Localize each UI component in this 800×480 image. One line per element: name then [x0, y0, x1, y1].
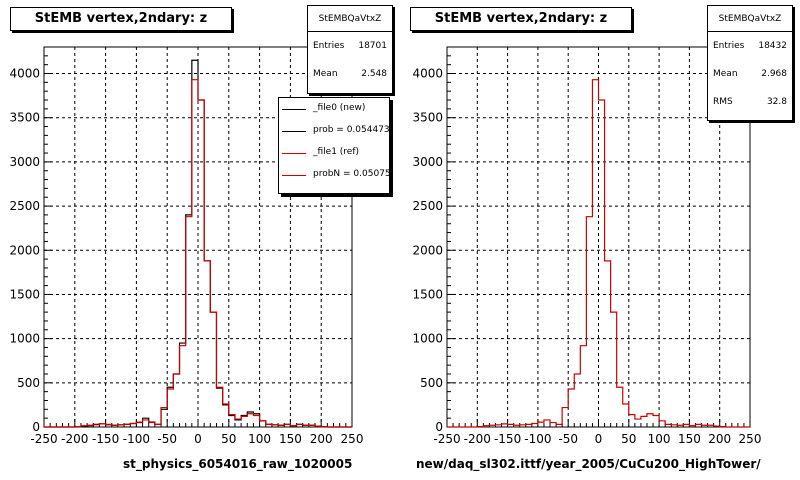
right-histogram-title: StEMB vertex,2ndary: z — [410, 7, 632, 31]
left-stats-mean-value: 2.548 — [361, 69, 387, 79]
x-tick-label: -150 — [92, 432, 119, 446]
legend-entry-file1: _file1 (ref) — [279, 142, 389, 164]
y-tick-label: 1000 — [412, 332, 443, 346]
x-tick-label: 50 — [221, 432, 236, 446]
right-stats-row-rms: RMS 32.8 — [708, 88, 792, 116]
x-tick-label: 0 — [595, 432, 603, 446]
right-histogram-pad: -250 -200 -150 -100 -50 0 50 100 150 200 250 0 500 10… — [400, 0, 800, 480]
y-tick-label: 2500 — [412, 199, 443, 213]
x-tick-label: 100 — [648, 432, 671, 446]
y-tick-label: 2000 — [9, 243, 40, 257]
y-tick-label: 3500 — [412, 111, 443, 125]
legend-swatch-file0 — [282, 109, 306, 110]
legend-label-prob: prob = 0.054473 — [313, 125, 390, 135]
y-tick-label: 3000 — [9, 155, 40, 169]
right-stats-mean-label: Mean — [713, 69, 738, 79]
y-tick-label: 0 — [32, 420, 40, 434]
right-stats-rms-label: RMS — [713, 97, 733, 107]
right-stats-entries-value: 18432 — [758, 41, 787, 51]
left-histogram-title: StEMB vertex,2ndary: z — [10, 7, 232, 31]
right-stats-mean-value: 2.968 — [761, 69, 787, 79]
legend-swatch-probn — [282, 175, 306, 176]
x-tick-label: -50 — [157, 432, 177, 446]
series-line--file1-ref- — [447, 79, 750, 428]
x-tick-label: 200 — [310, 432, 333, 446]
y-tick-label: 4000 — [9, 67, 40, 81]
y-tick-label: 4000 — [412, 67, 443, 81]
legend-entry-prob: prob = 0.054473 — [279, 120, 389, 142]
legend-label-probn: probN = 0.050759 — [313, 169, 390, 179]
x-tick-label: 100 — [248, 432, 271, 446]
y-tick-label: 3500 — [9, 111, 40, 125]
legend-swatch-prob — [282, 131, 306, 132]
right-histogram-plot: -250 -200 -150 -100 -50 0 50 100 150 200 250050010… — [412, 46, 762, 446]
y-tick-label: 500 — [17, 376, 40, 390]
plot-frame — [446, 46, 751, 428]
legend-box: _file0 (new) prob = 0.054473 _file1 (ref… — [278, 97, 390, 194]
right-x-axis-title: new/daq_sl302.ittf/year_2005/CuCu200_Hig… — [416, 457, 761, 471]
right-stats-row-entries: Entries 18432 — [708, 32, 792, 60]
right-stats-box: StEMBQaVtxZ Entries 18432 Mean 2.968 RMS… — [707, 5, 793, 121]
left-stats-box: StEMBQaVtxZ Entries 18701 Mean 2.548 — [307, 5, 393, 94]
left-stats-entries-value: 18701 — [358, 41, 387, 51]
right-stats-entries-label: Entries — [713, 41, 745, 51]
x-tick-label: 150 — [678, 432, 701, 446]
y-tick-label: 0 — [435, 420, 443, 434]
x-tick-label: 200 — [708, 432, 731, 446]
x-tick-label: 250 — [341, 432, 364, 446]
right-stats-name: StEMBQaVtxZ — [708, 6, 792, 32]
left-stats-entries-label: Entries — [313, 41, 345, 51]
legend-label-file1: _file1 (ref) — [313, 147, 360, 157]
left-stats-row-entries: Entries 18701 — [308, 32, 392, 60]
right-stats-row-mean: Mean 2.968 — [708, 60, 792, 88]
left-stats-name: StEMBQaVtxZ — [308, 6, 392, 32]
legend-swatch-file1 — [282, 153, 306, 154]
left-x-axis-title: st_physics_6054016_raw_1020005 — [123, 457, 353, 471]
x-tick-label: -50 — [558, 432, 578, 446]
y-tick-label: 1500 — [412, 287, 443, 301]
y-tick-label: 2500 — [9, 199, 40, 213]
x-tick-label: -200 — [61, 432, 88, 446]
y-tick-label: 2000 — [412, 243, 443, 257]
right-stats-rms-value: 32.8 — [766, 97, 787, 107]
y-tick-label: 3000 — [412, 155, 443, 169]
legend-entry-probn: probN = 0.050759 — [279, 164, 389, 186]
left-histogram-pad: -250 -200 -150 -100 -50 0 50 100 150 200 250 0 500 10… — [9, 5, 393, 471]
x-tick-label: -100 — [524, 432, 551, 446]
left-stats-row-mean: Mean 2.548 — [308, 60, 392, 88]
x-tick-label: -250 — [30, 432, 57, 446]
x-tick-label: -100 — [123, 432, 150, 446]
x-tick-label: 50 — [621, 432, 636, 446]
left-stats-mean-label: Mean — [313, 69, 338, 79]
x-tick-label: -250 — [433, 432, 460, 446]
y-tick-label: 1500 — [9, 287, 40, 301]
x-tick-label: 150 — [279, 432, 302, 446]
y-tick-label: 1000 — [9, 332, 40, 346]
x-tick-label: -150 — [494, 432, 521, 446]
series-line--file1-ref- — [44, 79, 352, 428]
x-tick-label: -200 — [464, 432, 491, 446]
legend-label-file0: _file0 (new) — [313, 103, 366, 113]
y-tick-label: 500 — [420, 376, 443, 390]
x-tick-label: 0 — [194, 432, 202, 446]
x-tick-label: 250 — [739, 432, 762, 446]
legend-entry-file0: _file0 (new) — [279, 98, 389, 120]
